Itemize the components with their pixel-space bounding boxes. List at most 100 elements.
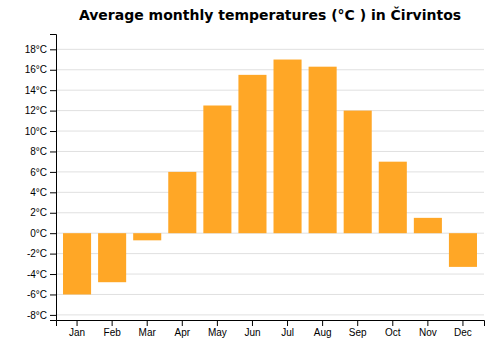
x-tick-label: Jul: [281, 327, 294, 338]
y-tick-mark: [50, 315, 56, 316]
bar: [274, 60, 302, 234]
y-tick-mark: [50, 151, 56, 152]
y-tick-mark: [50, 233, 56, 234]
y-tick: 16°C: [25, 64, 56, 75]
x-tick-label: Oct: [385, 327, 401, 338]
x-tick-mark: [182, 320, 183, 326]
x-tick-label: Sep: [349, 327, 367, 338]
y-tick-label: 0°C: [30, 228, 47, 239]
y-tick-label: 8°C: [30, 146, 47, 157]
y-tick-label: 14°C: [25, 85, 47, 96]
x-tick: May: [208, 320, 227, 338]
x-tick-label: Apr: [175, 327, 191, 338]
y-tick-mark: [50, 213, 56, 214]
y-tick-mark: [50, 254, 56, 255]
y-tick-label: -4°C: [27, 269, 47, 280]
bar: [309, 67, 337, 233]
bar: [414, 218, 442, 233]
x-tick: Jan: [69, 320, 85, 338]
y-tick: 12°C: [25, 105, 56, 116]
y-tick-label: -2°C: [27, 248, 47, 259]
x-tick-label: Mar: [139, 327, 157, 338]
y-tick: 0°C: [30, 228, 56, 239]
x-tick-mark: [112, 320, 113, 326]
x-tick-mark: [462, 320, 463, 326]
y-tick-label: -6°C: [27, 289, 47, 300]
grid-line: [56, 171, 484, 172]
y-tick-mark: [50, 274, 56, 275]
chart: -8°C -6°C -4°C -2°C 0°C 2°C 4°C 6°C 8°C 10°C 12°C 1…: [0, 0, 500, 350]
x-tick-label: Feb: [104, 327, 122, 338]
y-tick-label: 18°C: [25, 44, 47, 55]
y-tick: 18°C: [25, 44, 56, 55]
y-tick-label: 4°C: [30, 187, 47, 198]
x-tick-mark: [77, 320, 78, 326]
x-tick: Jun: [244, 320, 260, 338]
x-tick: Dec: [454, 320, 472, 338]
y-tick-mark: [50, 192, 56, 193]
y-tick: -4°C: [27, 269, 56, 280]
bar: [344, 111, 372, 234]
y-tick: -2°C: [27, 248, 56, 259]
y-tick-mark: [50, 49, 56, 50]
y-tick-mark: [50, 70, 56, 71]
grid-line: [56, 151, 484, 152]
bar: [203, 106, 231, 234]
y-tick: 10°C: [25, 126, 56, 137]
y-tick: -6°C: [27, 289, 56, 300]
y-tick-label: 6°C: [30, 167, 47, 178]
y-axis: -8°C -6°C -4°C -2°C 0°C 2°C 4°C 6°C 8°C 10°C 12°C 1…: [25, 35, 57, 321]
y-tick: 6°C: [30, 167, 56, 178]
y-tick: 14°C: [25, 85, 56, 96]
y-tick-label: 12°C: [25, 105, 47, 116]
bar: [449, 233, 477, 267]
x-tick-mark: [287, 320, 288, 326]
y-tick: 8°C: [30, 146, 56, 157]
bar: [63, 233, 91, 294]
x-tick: Oct: [385, 320, 401, 338]
x-tick-label: May: [208, 327, 227, 338]
x-tick: Jul: [281, 320, 294, 338]
grid-line: [56, 131, 484, 132]
bar: [379, 162, 407, 234]
grid-line: [56, 212, 484, 213]
y-tick: -8°C: [27, 310, 56, 321]
bar: [168, 172, 196, 233]
x-tick-mark: [357, 320, 358, 326]
y-tick: 2°C: [30, 207, 56, 218]
y-tick-mark: [50, 294, 56, 295]
marks: [63, 60, 477, 295]
grid-line: [56, 314, 484, 315]
y-tick-label: 16°C: [25, 64, 47, 75]
x-tick: Sep: [349, 320, 367, 338]
x-tick-label: Dec: [454, 327, 472, 338]
x-axis: Jan Feb Mar Apr May Jun Jul Aug Sep Oct Nov Dec: [57, 320, 485, 338]
grid-line: [56, 49, 484, 50]
grid-line: [56, 90, 484, 91]
x-tick-label: Jun: [244, 327, 260, 338]
y-axis-line: [50, 35, 57, 321]
x-tick-label: Nov: [419, 327, 437, 338]
y-tick-label: -8°C: [27, 310, 47, 321]
y-tick-mark: [50, 111, 56, 112]
y-tick-label: 2°C: [30, 207, 47, 218]
grid-line: [56, 294, 484, 295]
y-tick-mark: [50, 172, 56, 173]
y-tick-label: 10°C: [25, 126, 47, 137]
grid: [56, 49, 484, 315]
x-tick: Feb: [104, 320, 122, 338]
grid-line: [56, 110, 484, 111]
x-tick-mark: [427, 320, 428, 326]
x-tick: Aug: [314, 320, 332, 338]
bar: [98, 233, 126, 282]
x-tick-label: Aug: [314, 327, 332, 338]
x-tick: Nov: [419, 320, 437, 338]
x-tick: Apr: [175, 320, 191, 338]
y-tick-mark: [50, 90, 56, 91]
x-tick-mark: [147, 320, 148, 326]
grid-line: [56, 192, 484, 193]
x-tick: Mar: [139, 320, 157, 338]
x-axis-line: [57, 321, 485, 327]
y-tick-mark: [50, 131, 56, 132]
y-tick: 4°C: [30, 187, 56, 198]
